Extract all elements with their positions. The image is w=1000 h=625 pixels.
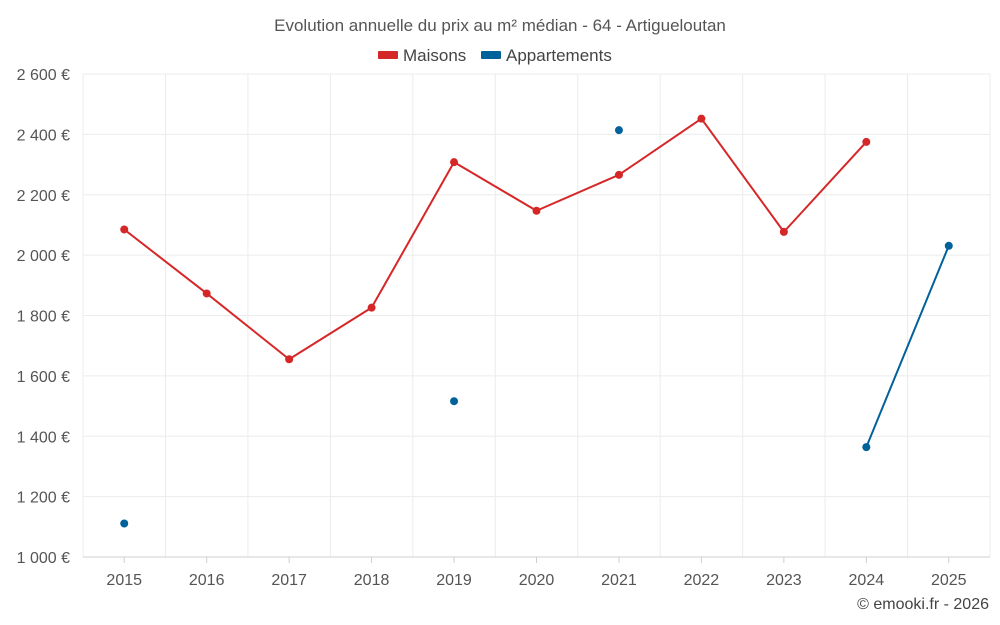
x-axis: 2015 2016 2017 2018 2019 2020 2021 2022 2023 2024… — [83, 556, 990, 589]
series-line-segment-maisons — [453, 161, 538, 212]
y-tick-label: 1 400 € — [17, 429, 70, 446]
series-line-segment-maisons — [123, 228, 208, 295]
grid — [82, 73, 991, 557]
legend-item-maisons[interactable]: Maisons — [378, 46, 466, 65]
x-tick-label: 2023 — [766, 572, 802, 589]
data-point-maisons[interactable] — [779, 227, 788, 236]
series-appartements — [120, 126, 953, 528]
y-tick-label: 1 800 € — [17, 309, 70, 326]
series-line-segment-maisons — [617, 117, 703, 176]
legend: Maisons Appartements — [378, 46, 612, 65]
data-point-appartements[interactable] — [450, 397, 459, 406]
x-tick-label: 2020 — [519, 572, 555, 589]
data-point-maisons[interactable] — [202, 289, 211, 298]
legend-item-appartements[interactable]: Appartements — [481, 46, 612, 65]
x-tick-label: 2019 — [436, 572, 472, 589]
x-tick-label: 2025 — [931, 572, 967, 589]
series — [120, 114, 953, 528]
x-tick-label: 2017 — [271, 572, 307, 589]
series-line-segment-maisons — [782, 140, 868, 233]
legend-swatch-appartements — [481, 51, 501, 59]
data-point-maisons[interactable] — [532, 206, 541, 215]
data-point-maisons[interactable] — [614, 170, 623, 179]
data-point-maisons[interactable] — [285, 355, 294, 364]
data-point-appartements[interactable] — [120, 519, 129, 528]
data-point-maisons[interactable] — [862, 137, 871, 146]
series-line-segment-maisons — [288, 306, 373, 361]
data-point-maisons[interactable] — [367, 303, 376, 312]
series-line-segment-maisons — [205, 292, 291, 361]
legend-swatch-maisons — [378, 51, 398, 59]
series-line-segment-maisons — [370, 161, 456, 309]
series-line-segment-maisons — [700, 117, 785, 233]
y-tick-label: 1 000 € — [17, 550, 70, 567]
x-tick-label: 2016 — [189, 572, 225, 589]
y-axis: 1 000 € 1 200 € 1 400 € 1 600 € 1 800 € 2 000… — [17, 67, 70, 567]
y-tick-label: 2 200 € — [17, 188, 70, 205]
y-tick-label: 2 000 € — [17, 248, 70, 265]
data-point-maisons[interactable] — [120, 225, 129, 234]
legend-label-maisons: Maisons — [403, 46, 466, 65]
data-point-appartements[interactable] — [944, 241, 953, 250]
y-tick-label: 1 600 € — [17, 369, 70, 386]
x-tick-label: 2021 — [601, 572, 637, 589]
x-tick-label: 2022 — [684, 572, 720, 589]
data-point-appartements[interactable] — [862, 443, 871, 452]
data-point-maisons[interactable] — [450, 158, 459, 167]
legend-label-appartements: Appartements — [506, 46, 612, 65]
y-tick-label: 1 200 € — [17, 490, 70, 507]
data-point-maisons[interactable] — [697, 114, 706, 123]
credit-text: © emooki.fr - 2026 — [857, 596, 989, 613]
y-tick-label: 2 600 € — [17, 67, 70, 84]
series-line-segment-maisons — [535, 173, 620, 212]
data-point-appartements[interactable] — [614, 126, 623, 135]
x-tick-label: 2018 — [354, 572, 390, 589]
x-tick-label: 2024 — [849, 572, 885, 589]
chart-title: Evolution annuelle du prix au m² médian … — [274, 16, 726, 35]
series-line-segment-appartements — [865, 244, 950, 449]
y-tick-label: 2 400 € — [17, 127, 70, 144]
series-maisons — [120, 114, 871, 364]
x-tick-label: 2015 — [106, 572, 142, 589]
